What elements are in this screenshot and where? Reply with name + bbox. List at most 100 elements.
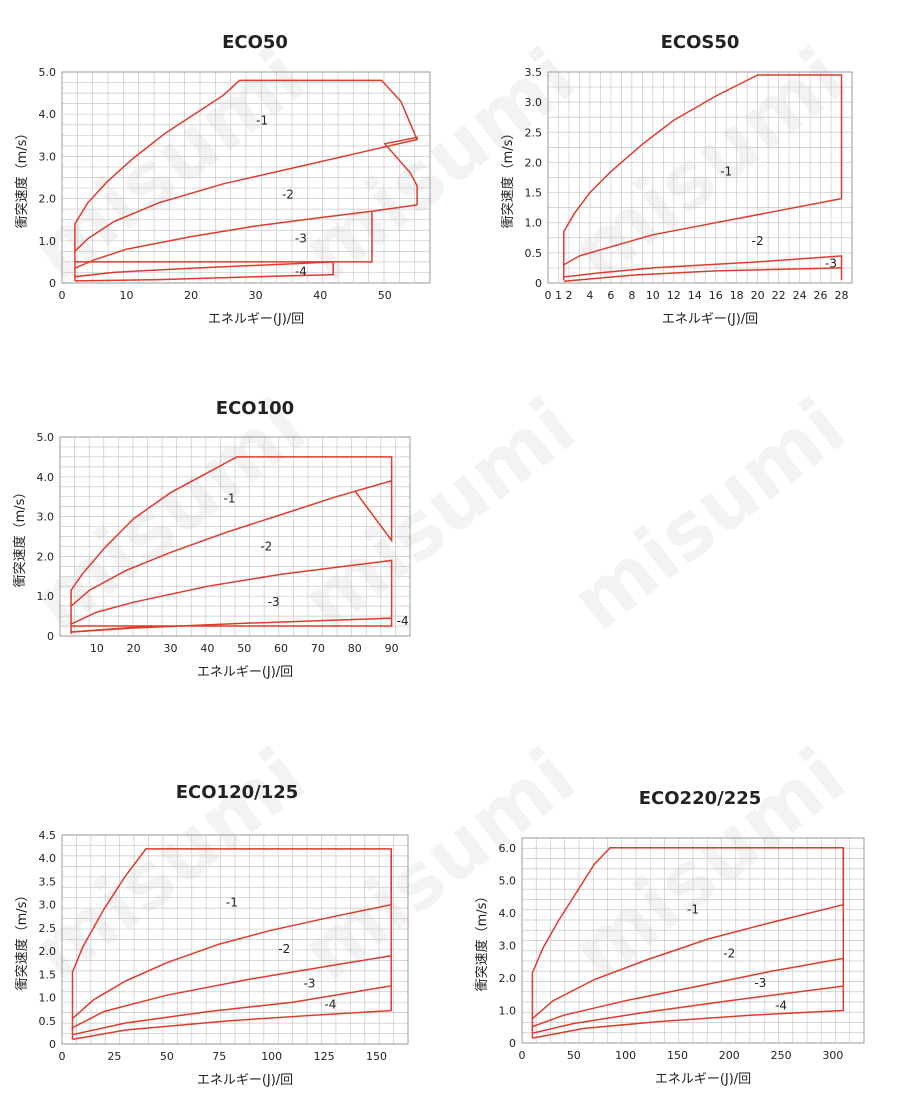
x-tick-label: 16 bbox=[709, 289, 723, 302]
series-line bbox=[563, 267, 842, 282]
x-tick-label: 50 bbox=[237, 642, 251, 655]
series-line bbox=[531, 957, 844, 1034]
series-line bbox=[74, 136, 418, 269]
series-line bbox=[72, 848, 392, 1041]
plot-frame bbox=[61, 834, 409, 1045]
y-tick-label: 1.0 bbox=[39, 235, 57, 248]
series-label: -1 bbox=[256, 114, 268, 128]
series-label: -2 bbox=[260, 539, 272, 553]
y-tick-label: 3.0 bbox=[499, 939, 517, 952]
x-tick-label: 20 bbox=[751, 289, 765, 302]
y-tick-label: 1.5 bbox=[525, 187, 543, 200]
x-tick-label: 125 bbox=[314, 1050, 335, 1063]
x-tick-label: 22 bbox=[772, 289, 786, 302]
x-tick-label: 50 bbox=[567, 1049, 581, 1062]
series-line bbox=[562, 197, 842, 277]
y-tick-label: 4.0 bbox=[39, 108, 57, 121]
x-tick-label: 30 bbox=[164, 642, 178, 655]
series-label: -4 bbox=[295, 265, 307, 279]
x-axis-label: エネルギー(J)/回 bbox=[197, 665, 293, 680]
x-tick-label: 12 bbox=[667, 289, 681, 302]
y-tick-label: 0.5 bbox=[39, 1015, 57, 1028]
y-tick-label: 2.0 bbox=[39, 193, 57, 206]
x-tick-label: 4 bbox=[586, 289, 593, 302]
y-tick-label: 2.0 bbox=[499, 972, 517, 985]
y-tick-label: 0 bbox=[49, 277, 56, 290]
x-tick-label: 50 bbox=[160, 1050, 174, 1063]
y-tick-label: 2.0 bbox=[39, 945, 57, 958]
y-tick-label: 1.5 bbox=[39, 968, 57, 981]
series-label: -1 bbox=[720, 164, 732, 178]
y-tick-label: 2.0 bbox=[525, 156, 543, 169]
x-tick-label: 300 bbox=[822, 1049, 843, 1062]
y-tick-label: 2.0 bbox=[37, 550, 55, 563]
x-tick-label: 8 bbox=[628, 289, 635, 302]
series-line bbox=[70, 559, 393, 632]
series-line bbox=[531, 985, 844, 1039]
x-tick-label: 0 bbox=[519, 1049, 526, 1062]
plot-frame bbox=[61, 71, 431, 284]
x-tick-label: 200 bbox=[719, 1049, 740, 1062]
series-label: -3 bbox=[268, 595, 280, 609]
series-line bbox=[532, 847, 845, 1039]
y-tick-label: 3.0 bbox=[39, 150, 57, 163]
x-tick-label: 26 bbox=[814, 289, 828, 302]
y-tick-label: 5.0 bbox=[39, 66, 57, 79]
series-line bbox=[71, 618, 393, 627]
x-tick-label: 2 bbox=[565, 289, 572, 302]
x-tick-label: 90 bbox=[385, 642, 399, 655]
series-line bbox=[74, 211, 373, 263]
y-tick-label: 1.0 bbox=[37, 590, 55, 603]
y-tick-label: 4.0 bbox=[37, 471, 55, 484]
y-tick-label: 5.0 bbox=[37, 431, 55, 444]
x-tick-label: 10 bbox=[646, 289, 660, 302]
series-label: -2 bbox=[282, 187, 294, 201]
series-line bbox=[71, 625, 153, 633]
series-line bbox=[71, 903, 392, 1031]
y-tick-label: 3.5 bbox=[39, 875, 57, 888]
plot-frame bbox=[59, 436, 411, 637]
x-tick-label: 100 bbox=[615, 1049, 636, 1062]
y-tick-label: 4.0 bbox=[499, 907, 517, 920]
y-tick-label: 6.0 bbox=[499, 842, 517, 855]
x-tick-label: 18 bbox=[730, 289, 744, 302]
series-label: -1 bbox=[223, 492, 235, 506]
series-label: -2 bbox=[723, 947, 735, 961]
series-line bbox=[70, 456, 393, 607]
y-axis-label: 衝突速度（m/s） bbox=[500, 127, 516, 229]
x-tick-label: 150 bbox=[667, 1049, 688, 1062]
y-tick-label: 4.0 bbox=[39, 852, 57, 865]
y-tick-label: 3.5 bbox=[525, 66, 543, 79]
series-label: -1 bbox=[226, 895, 238, 909]
series-line bbox=[74, 79, 418, 252]
series-label: -3 bbox=[754, 976, 766, 990]
series-label: -3 bbox=[295, 232, 307, 246]
y-tick-label: 3.0 bbox=[37, 511, 55, 524]
y-axis-label: 衝突速度（m/s） bbox=[14, 889, 30, 991]
y-axis-label: 衝突速度（m/s） bbox=[474, 890, 490, 992]
x-tick-label: 150 bbox=[366, 1050, 387, 1063]
series-line bbox=[71, 848, 392, 1019]
series-label: -4 bbox=[324, 998, 336, 1012]
y-tick-label: 0 bbox=[535, 277, 542, 290]
y-tick-label: 1.0 bbox=[39, 992, 57, 1005]
x-tick-label: 14 bbox=[688, 289, 702, 302]
series-line bbox=[74, 204, 418, 277]
x-tick-label: 250 bbox=[771, 1049, 792, 1062]
y-tick-label: 5.0 bbox=[499, 874, 517, 887]
y-tick-label: 3.0 bbox=[39, 899, 57, 912]
series-line bbox=[71, 985, 392, 1040]
x-axis-label: エネルギー(J)/回 bbox=[662, 312, 758, 327]
y-axis-label: 衝突速度（m/s） bbox=[12, 486, 28, 588]
series-label: -4 bbox=[775, 999, 787, 1013]
x-tick-label: 25 bbox=[107, 1050, 121, 1063]
x-tick-label: 0 bbox=[59, 289, 66, 302]
x-tick-label: 24 bbox=[793, 289, 807, 302]
x-tick-label: 20 bbox=[184, 289, 198, 302]
x-tick-label: 0 bbox=[59, 1050, 66, 1063]
x-tick-label: 75 bbox=[212, 1050, 226, 1063]
x-tick-label: 60 bbox=[274, 642, 288, 655]
x-tick-label: 20 bbox=[127, 642, 141, 655]
chart-title: ECOS50 bbox=[661, 32, 740, 53]
